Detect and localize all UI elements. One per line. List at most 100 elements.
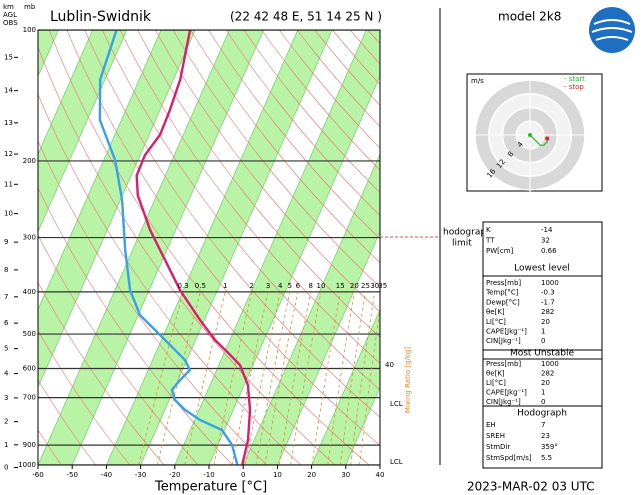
mixing-ratio-label: 3 <box>266 282 270 290</box>
km-tick-label: 11 <box>4 180 13 188</box>
dry-adiabat <box>38 234 199 465</box>
hodograph-trace <box>529 134 548 146</box>
dry-adiabat <box>38 379 96 465</box>
mixing-ratio-label: 5 <box>288 282 292 290</box>
mixing-ratio-label: 2 <box>250 282 254 290</box>
y-tick-label: 600 <box>23 364 36 372</box>
index-label: CAPE[Jkg⁻¹] <box>486 389 527 397</box>
mixing-ratio-line <box>359 307 380 465</box>
x-tick-label: 20 <box>307 471 316 479</box>
logo-swirl <box>591 19 633 41</box>
dry-adiabat <box>137 30 380 338</box>
ring-label: 12 <box>495 158 507 170</box>
isotherm-band <box>311 308 380 465</box>
isotherm-band <box>242 153 380 465</box>
index-label: TT <box>485 237 495 245</box>
x-tick-label: -50 <box>66 471 77 479</box>
x-tick-label: 40 <box>376 471 385 479</box>
section-box <box>482 275 603 351</box>
mixing-ratio-label: 8 <box>308 282 312 290</box>
index-label: CIN[Jkg⁻¹] <box>486 337 521 345</box>
mixing-ratio-line <box>255 291 291 465</box>
isotherm-band <box>38 30 59 78</box>
index-label: EH <box>486 421 496 429</box>
annotation: LCL <box>390 400 403 408</box>
index-value: 32 <box>541 237 550 245</box>
dry-adiabat <box>155 30 380 313</box>
index-value: 0 <box>541 398 545 406</box>
km-tick-label: 4 <box>4 370 9 378</box>
index-label: K <box>486 226 491 234</box>
mixing-ratio-line <box>339 291 366 465</box>
index-value: -14 <box>541 226 553 234</box>
km-tick-label: 0 <box>4 463 8 471</box>
mixing-ratio-label: 4 <box>278 282 283 290</box>
index-label: StmDir <box>486 443 510 451</box>
mixing-ratio-line <box>350 291 376 465</box>
dry-adiabat <box>38 187 233 465</box>
dry-adiabat <box>38 140 267 465</box>
hodograph-limit-label: hodograph <box>443 228 492 238</box>
mixing-ratio-label: 6 <box>296 282 301 290</box>
dry-adiabat <box>243 30 380 194</box>
mixing-ratio-line <box>264 291 299 465</box>
obs-label: OBS <box>3 19 18 27</box>
dry-adiabat <box>296 30 380 128</box>
profile-line <box>98 30 239 465</box>
y-tick-label: 1000 <box>18 461 36 469</box>
index-value: -1.7 <box>541 298 555 306</box>
legend-start: - start <box>564 75 585 83</box>
agl-label: AGL <box>3 11 17 19</box>
isotherm-band <box>38 30 196 389</box>
dry-adiabat <box>119 30 380 364</box>
dry-adiabat <box>38 281 165 465</box>
index-value: 20 <box>541 379 550 387</box>
dry-adiabat <box>314 30 380 106</box>
index-label: Press[mb] <box>486 360 521 368</box>
index-label: StmSpd[m/s] <box>486 454 532 462</box>
section-title: Lowest level <box>514 264 570 274</box>
mixing-ratio-label: 0.5 <box>195 282 206 290</box>
isotherm-band <box>174 30 380 465</box>
km-tick-label: 2 <box>4 418 8 426</box>
mixing-ratio-label: 1 <box>223 282 227 290</box>
x-tick-label: -30 <box>135 471 146 479</box>
dry-adiabat <box>84 30 380 418</box>
x-tick-label: -40 <box>101 471 112 479</box>
x-tick-label: -20 <box>169 471 180 479</box>
dry-adiabat <box>225 30 380 216</box>
index-value: 0.66 <box>541 247 557 255</box>
y-tick-label: 500 <box>23 330 36 338</box>
model-label: model 2k8 <box>498 10 561 24</box>
station-title: Lublin-Swidnik <box>50 9 152 25</box>
mixing-ratio-line <box>327 291 355 465</box>
y-tick-label: 900 <box>23 441 36 449</box>
index-value: 5.5 <box>541 454 552 462</box>
y-tick-label: 700 <box>23 394 36 402</box>
index-label: Temp[°C] <box>485 289 519 297</box>
index-label: LI[°C] <box>486 318 506 326</box>
mixing-ratio-line <box>311 291 341 465</box>
profile-line <box>135 30 252 465</box>
x-tick-label: -60 <box>32 471 43 479</box>
dry-adiabat <box>208 30 380 240</box>
annotation: 40 <box>385 361 394 369</box>
section-box <box>482 358 603 407</box>
ring-label: 4 <box>516 140 525 149</box>
legend-stop: - stop <box>564 83 584 91</box>
mixing-ratio-label: 10 <box>317 282 326 290</box>
stop-marker <box>545 136 550 141</box>
hodograph-limit-label: limit <box>452 239 472 249</box>
index-value: 0 <box>541 337 545 345</box>
mixing-ratio-label: 25 <box>361 282 370 290</box>
section-title: Hodograph <box>517 409 567 419</box>
isotherm-band <box>38 30 128 233</box>
index-label: LI[°C] <box>486 379 506 387</box>
km-tick-label: 9 <box>4 238 8 246</box>
title-bg <box>40 4 380 28</box>
index-label: Press[mb] <box>486 279 521 287</box>
mixing-ratio-line <box>290 291 322 465</box>
km-tick-label: 12 <box>4 150 13 158</box>
